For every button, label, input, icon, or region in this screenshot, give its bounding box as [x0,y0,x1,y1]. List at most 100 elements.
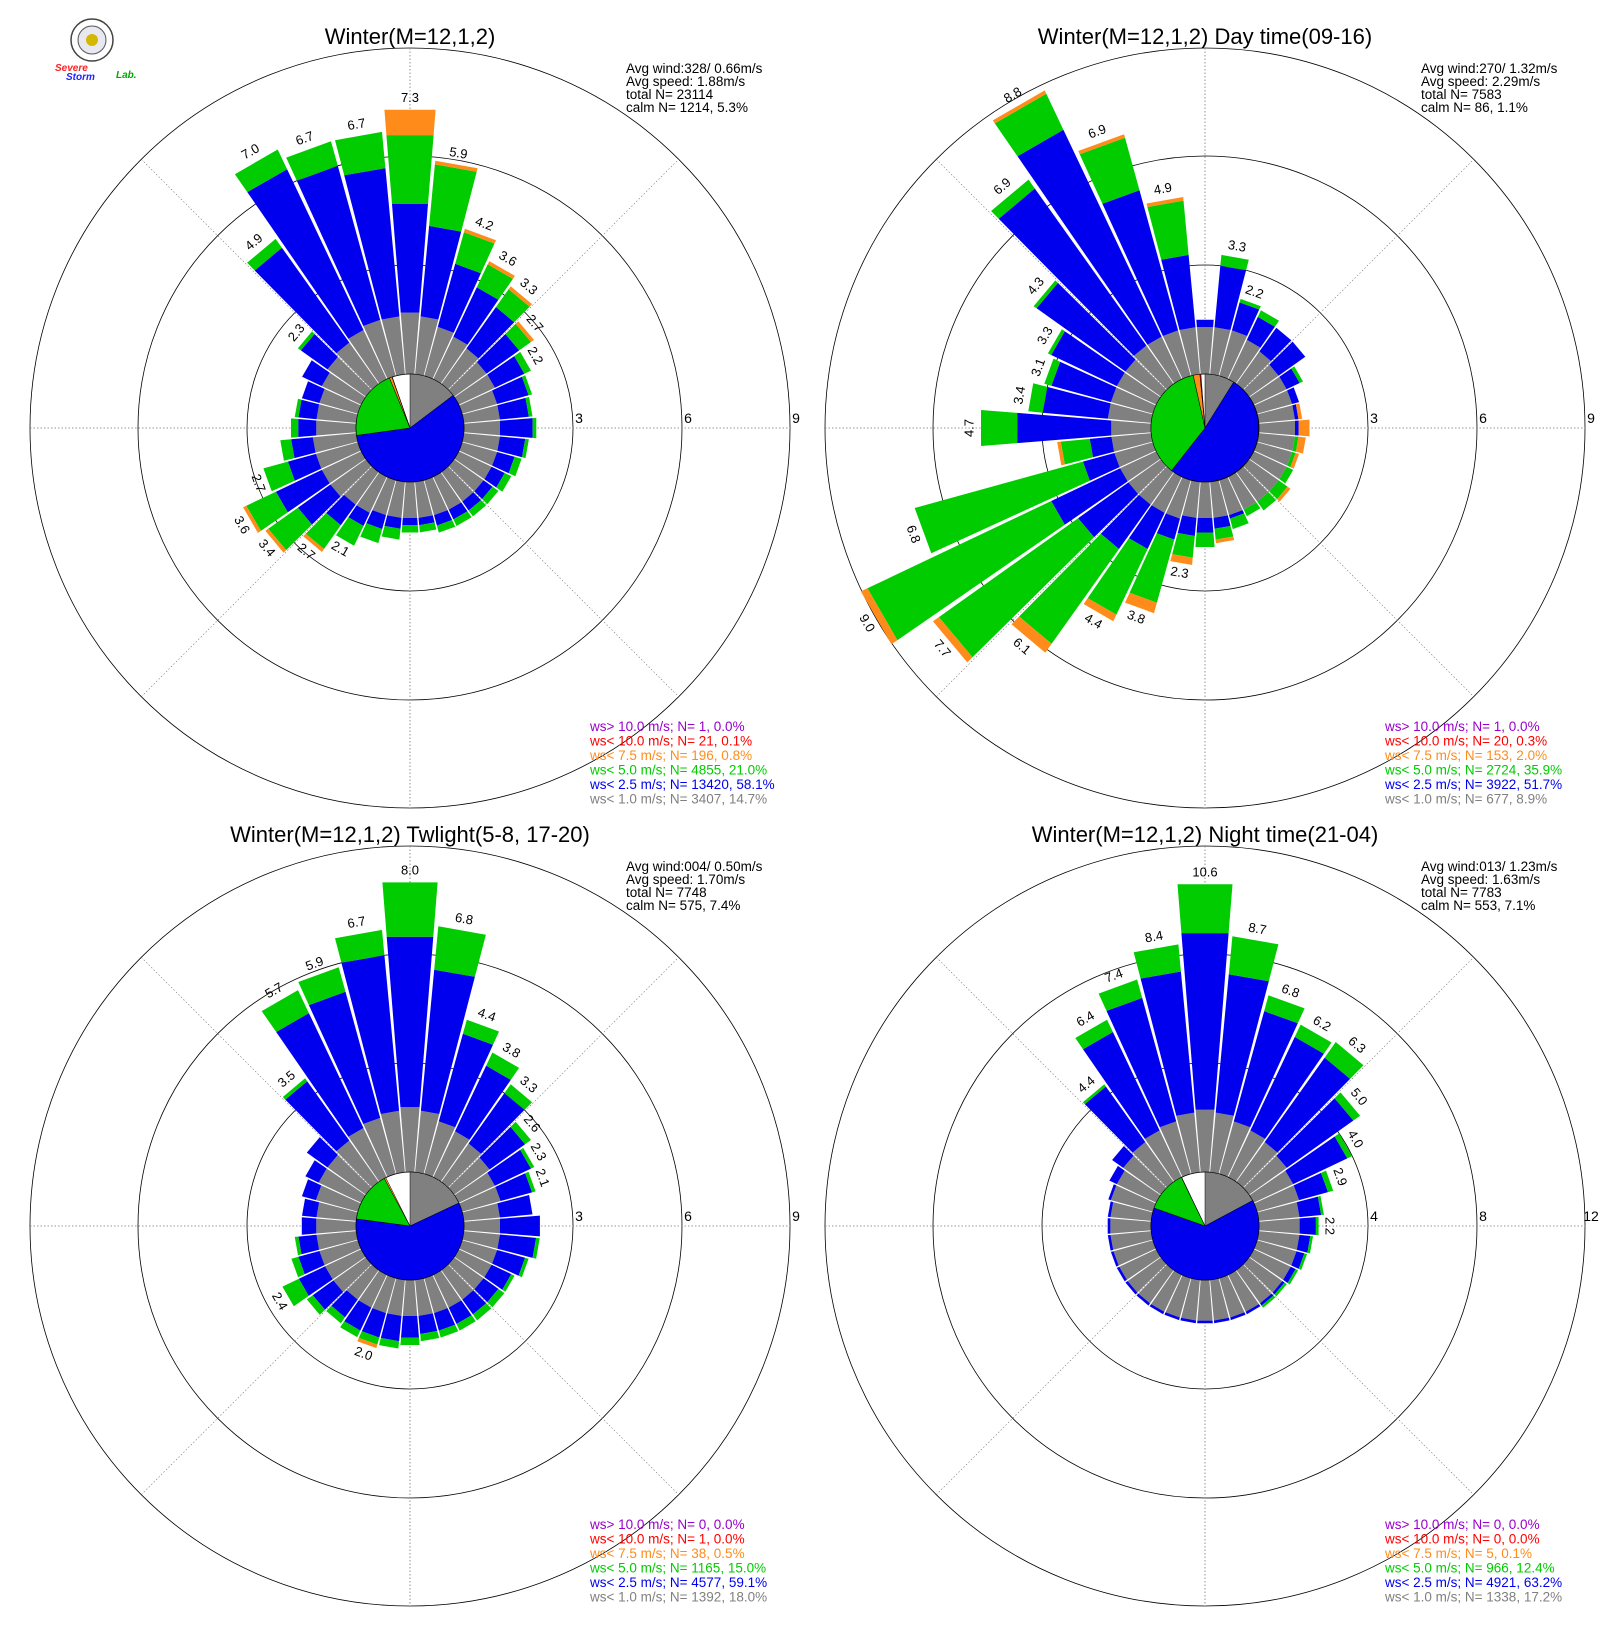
bar-segment [1279,466,1294,484]
axis-diagonal [141,957,679,1495]
bar-value-label: 4.7 [962,419,977,437]
bar-segment [1177,884,1233,934]
bar-segment [463,1218,500,1234]
bar-segment [1228,1270,1259,1312]
bar-segment [1291,366,1303,383]
bar-segment [360,523,383,544]
legend-entry: ws< 7.5 m/s; N= 196, 0.8% [589,748,752,763]
bar-segment [1087,538,1148,615]
pie-slice-lt2_5 [1150,1200,1260,1281]
bar-segment [492,376,529,404]
ring-label: 9 [792,1208,800,1224]
direction-bar-100 [1257,1231,1313,1254]
bar-segment [1116,1266,1127,1282]
bar-segment [1317,1195,1324,1215]
bar-segment [1170,554,1193,565]
bar-segment [363,1117,396,1177]
direction-bar-210 [340,1270,387,1338]
bar-segment [500,418,533,438]
bar-segment [301,381,325,403]
bar-value-label: 6.7 [293,128,315,148]
bar-segment [453,287,499,345]
direction-bar-130 [1243,1257,1287,1297]
direction-bar-120 [454,1249,515,1292]
bar-segment [1254,442,1293,466]
bar-segment [1161,254,1196,330]
bar-segment [1111,433,1153,452]
direction-bar-90 [1258,419,1310,437]
direction-bar-250 [914,442,1156,554]
bar-segment [497,1234,537,1258]
direction-bar-40 [1236,1042,1364,1188]
bar-segment [1098,979,1143,1011]
direction-bar-270 [981,410,1152,446]
legend-entry: ws< 5.0 m/s; N= 2724, 35.9% [1384,763,1562,778]
logo-storm-text: Storm [66,72,95,83]
bar-segment [991,179,1035,219]
direction-bar-80 [462,397,533,423]
bar-segment [1151,1270,1182,1312]
bar-segment [514,351,531,374]
bar-segment [502,1274,515,1292]
bar-segment [1162,330,1191,379]
bar-segment [453,511,472,526]
bar-segment [361,1308,386,1338]
bar-segment [1219,1121,1251,1177]
direction-bar-260 [1107,1231,1153,1251]
bar-segment [434,510,453,526]
bar-value-label: 3.3 [1034,324,1056,347]
bar-segment [459,1186,501,1212]
bar-value-label: 2.3 [528,1140,550,1163]
bar-segment [363,319,396,379]
bar-segment [448,362,487,397]
bar-segment [1239,298,1261,310]
bar-segment [402,518,418,526]
total-count-text: total N= 7783 [1421,885,1502,900]
legend-entry: ws< 7.5 m/s; N= 153, 2.0% [1384,748,1547,763]
direction-bar-230 [932,459,1167,663]
bar-segment [521,375,533,396]
pie-slice-lt2_5 [355,1202,465,1281]
bar-segment [1138,1264,1174,1304]
ring-label: 3 [575,1208,583,1224]
wind-rose-panel-2: Winter(M=12,1,2) Day time(09-16) 3 6 9 3.3 2.… [824,24,1595,809]
direction-bar-180 [1197,1279,1213,1324]
bar-segment [1123,1155,1167,1195]
severe-storm-lab-logo: Severe Storm Lab. [55,18,137,83]
bar-segment [1287,452,1296,468]
bar-segment [1231,302,1260,336]
bar-segment [1144,1130,1182,1182]
bar-segment [1051,468,1128,525]
direction-bar-190 [379,1278,405,1349]
bar-segment [1084,1086,1146,1153]
bar-segment [302,1198,320,1218]
direction-bar-190 [1180,1278,1200,1324]
bar-segment [1028,383,1048,413]
bar-segment [1196,518,1214,533]
axis-diagonal [936,957,1474,1495]
bar-segment [291,418,299,438]
bar-segment [291,437,316,459]
bar-segment [1047,329,1065,355]
direction-bar-100 [1257,433,1306,454]
bar-segment [1195,532,1215,547]
bar-segment [333,1257,372,1292]
bar-value-label: 3.5 [275,1067,298,1090]
bar-segment [344,466,379,505]
bar-segment [282,1078,308,1100]
bar-segment [1243,364,1279,397]
bar-segment [316,1202,358,1221]
direction-bar-220 [303,466,379,552]
direction-bar-260 [294,1231,358,1256]
bar-segment [247,238,282,271]
bar-segment [487,1288,505,1308]
bar-segment [434,926,486,977]
bar-segment [1197,1320,1213,1324]
bar-segment [1116,1170,1161,1203]
bar-segment [1261,1295,1276,1308]
bar-value-label: 2.0 [353,1343,375,1363]
bar-segment [1110,1202,1153,1221]
bar-segment [487,261,515,279]
direction-bar-230 [265,459,372,553]
bar-value-label: 7.3 [401,90,419,105]
